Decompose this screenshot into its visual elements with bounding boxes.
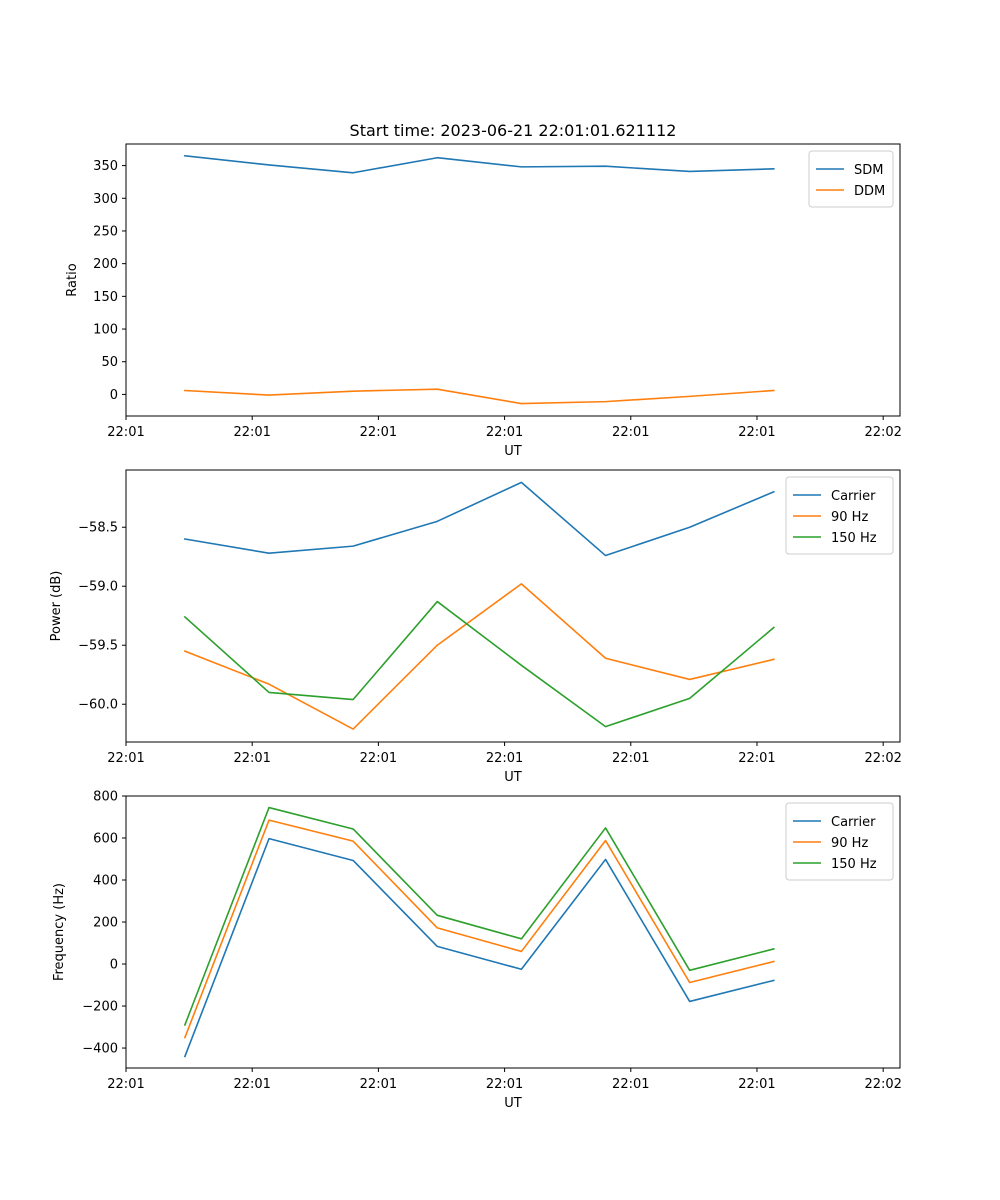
ratio-panel: 22:01 22:01 22:01 22:01 22:01 22:01 22:02 0 50 10… <box>65 143 902 459</box>
power-x-tick-label: 22:01 <box>738 751 775 766</box>
frequency-x-tick-label: 22:01 <box>107 1077 144 1092</box>
frequency-y-tick-label: −400 <box>82 1042 118 1057</box>
frequency-legend-label-carrier: Carrier <box>831 815 876 830</box>
ratio-x-tick-label: 22:01 <box>360 425 397 440</box>
frequency-y-tick-label: 600 <box>93 832 118 847</box>
ratio-y-axis-label: Ratio <box>65 263 80 296</box>
ratio-y-tick-label: 200 <box>93 257 118 272</box>
power-y-tick-label: −58.5 <box>78 521 118 536</box>
power-panel: 22:01 22:01 22:01 22:01 22:01 22:01 22:02 −60.0… <box>49 469 902 785</box>
ratio-x-tick-label: 22:01 <box>107 425 144 440</box>
ratio-series-sdm-line <box>184 154 775 174</box>
frequency-series-150-hz-line <box>183 806 775 1026</box>
power-legend: Carrier 90 Hz 150 Hz <box>785 476 894 555</box>
frequency-x-tick-label: 22:01 <box>612 1077 649 1092</box>
frequency-y-axis-label: Frequency (Hz) <box>52 883 67 981</box>
ratio-x-tick-label: 22:01 <box>738 425 775 440</box>
ratio-legend-label-sdm: SDM <box>854 163 883 178</box>
ratio-legend-box <box>808 150 894 208</box>
power-y-tick-label: −59.5 <box>78 639 118 654</box>
power-x-tick-label: 22:01 <box>233 751 270 766</box>
ratio-legend: SDM DDM <box>808 150 894 208</box>
power-x-tick-label: 22:01 <box>612 751 649 766</box>
frequency-series-90-hz-line <box>183 819 775 1039</box>
frequency-x-tick-label: 22:02 <box>864 1077 901 1092</box>
ratio-x-tick-label: 22:01 <box>612 425 649 440</box>
ratio-y-tick-label: 350 <box>93 159 118 174</box>
ratio-y-tick-label: 0 <box>110 388 118 403</box>
frequency-x-axis-label: UT <box>504 1096 522 1111</box>
ratio-x-tick-label: 22:01 <box>233 425 270 440</box>
ratio-axes-frame <box>125 143 901 417</box>
ratio-series-ddm-line <box>184 388 775 405</box>
ratio-y-tick-label: 50 <box>101 355 118 370</box>
power-x-tick-label: 22:01 <box>360 751 397 766</box>
frequency-x-tick-label: 22:01 <box>738 1077 775 1092</box>
ratio-y-tick-label: 250 <box>93 224 118 239</box>
subplots: 22:01 22:01 22:01 22:01 22:01 22:01 22:02 0 50 10… <box>49 143 902 1112</box>
frequency-y-tick-label: 200 <box>93 916 118 931</box>
ratio-legend-label-ddm: DDM <box>854 184 885 199</box>
power-x-axis-label: UT <box>504 770 522 785</box>
frequency-axes-frame <box>125 795 901 1069</box>
power-legend-box <box>785 476 894 555</box>
ratio-x-tick-label: 22:02 <box>864 425 901 440</box>
power-legend-label-90-hz: 90 Hz <box>831 510 868 525</box>
power-x-tick-label: 22:01 <box>486 751 523 766</box>
frequency-x-tick-label: 22:01 <box>360 1077 397 1092</box>
frequency-panel: 22:01 22:01 22:01 22:01 22:01 22:01 22:02 −400 −… <box>52 790 902 1112</box>
frequency-x-tick-label: 22:01 <box>233 1077 270 1092</box>
power-x-tick-label: 22:01 <box>107 751 144 766</box>
frequency-y-tick-label: 400 <box>93 874 118 889</box>
frequency-legend-label-90-hz: 90 Hz <box>831 836 868 851</box>
power-legend-label-150-hz: 150 Hz <box>831 531 877 546</box>
frequency-y-tick-label: 800 <box>93 790 118 805</box>
power-x-tick-label: 22:02 <box>864 751 901 766</box>
power-series-90-hz-line <box>183 583 775 730</box>
figure-title: Start time: 2023-06-21 22:01:01.621112 <box>350 121 677 140</box>
frequency-y-tick-label: −200 <box>82 1000 118 1015</box>
ratio-x-axis-label: UT <box>504 444 522 459</box>
frequency-y-tick-label: 0 <box>110 958 118 973</box>
power-y-tick-label: −59.0 <box>78 580 118 595</box>
power-y-axis-label: Power (dB) <box>49 571 64 642</box>
power-axes-frame <box>125 469 901 743</box>
frequency-legend-label-150-hz: 150 Hz <box>831 857 877 872</box>
ratio-y-tick-label: 100 <box>93 323 118 338</box>
ratio-y-tick-label: 300 <box>93 192 118 207</box>
frequency-legend-box <box>785 802 894 881</box>
frequency-legend: Carrier 90 Hz 150 Hz <box>785 802 894 881</box>
ratio-x-tick-label: 22:01 <box>486 425 523 440</box>
frequency-series-carrier-line <box>183 837 775 1058</box>
frequency-x-tick-label: 22:01 <box>486 1077 523 1092</box>
power-series-150-hz-line <box>183 600 775 728</box>
power-y-tick-label: −60.0 <box>78 698 118 713</box>
power-legend-label-carrier: Carrier <box>831 489 876 504</box>
power-series-carrier-line <box>183 481 775 557</box>
ratio-y-tick-label: 150 <box>93 290 118 305</box>
